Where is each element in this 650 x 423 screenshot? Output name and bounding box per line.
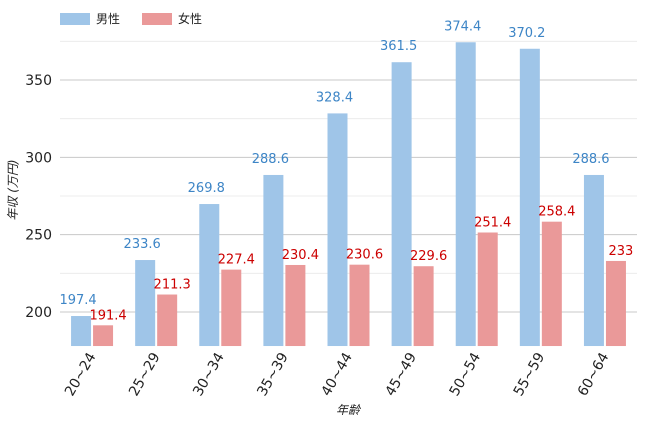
bar-female[interactable]	[285, 264, 306, 347]
bar-male[interactable]	[455, 42, 476, 347]
data-label-female: 229.6	[410, 249, 447, 264]
x-tick-label: 20~24	[62, 350, 100, 399]
data-label-male: 328.4	[316, 90, 353, 105]
bar-male[interactable]	[71, 316, 92, 347]
bar-marks	[71, 42, 626, 347]
bar-female[interactable]	[157, 294, 178, 347]
y-axis-title: 年収 (万円)	[6, 159, 20, 220]
bar-male[interactable]	[583, 174, 604, 347]
data-label-female: 227.4	[218, 253, 255, 268]
data-label-male: 288.6	[572, 152, 609, 167]
bar-female[interactable]	[413, 266, 434, 347]
data-label-female: 191.4	[89, 308, 126, 323]
data-label-female: 230.4	[282, 248, 319, 263]
data-label-female: 211.3	[154, 278, 191, 293]
bar-female[interactable]	[93, 325, 114, 347]
bar-male[interactable]	[199, 204, 220, 347]
x-tick-label: 40~44	[318, 350, 356, 399]
bar-male[interactable]	[135, 260, 156, 347]
x-tick-label: 45~49	[383, 350, 421, 399]
legend-swatch-female	[142, 12, 173, 25]
data-label-female: 230.6	[346, 248, 383, 263]
y-tick-label: 350	[25, 73, 52, 89]
x-axis-title: 年齢	[336, 403, 362, 417]
bar-male[interactable]	[519, 48, 540, 347]
y-tick-label: 200	[25, 305, 52, 321]
bar-female[interactable]	[221, 269, 242, 347]
bar-female[interactable]	[477, 232, 498, 347]
data-label-female: 233	[609, 244, 634, 259]
legend-item-female[interactable]: 女性	[142, 10, 202, 27]
data-label-male: 288.6	[252, 152, 289, 167]
x-tick-label: 50~54	[447, 350, 485, 399]
data-label-male: 374.4	[444, 19, 481, 34]
bar-male[interactable]	[327, 113, 348, 347]
x-tick-label: 35~39	[254, 350, 292, 399]
bar-female[interactable]	[605, 260, 626, 347]
legend-item-male[interactable]: 男性	[60, 10, 120, 27]
y-tick-label: 250	[25, 228, 52, 244]
grid-lines	[60, 40, 637, 313]
y-tick-label: 300	[25, 150, 52, 166]
legend-swatch-male	[60, 12, 90, 25]
x-axis-ticks: 20~24 25~29 30~34 35~39 40~44 45~49 50~54 55~59…	[62, 350, 612, 399]
data-label-male: 370.2	[508, 26, 545, 41]
data-label-male: 361.5	[380, 39, 417, 54]
x-tick-label: 60~64	[575, 350, 613, 399]
x-tick-label: 25~29	[126, 350, 164, 399]
bar-male[interactable]	[391, 62, 412, 347]
bar-female[interactable]	[541, 221, 562, 347]
x-tick-label: 55~59	[511, 350, 549, 399]
legend-label-female: 女性	[178, 12, 203, 26]
data-label-male: 269.8	[188, 181, 225, 196]
data-label-female: 251.4	[474, 216, 511, 231]
legend-label-male: 男性	[96, 12, 121, 26]
data-label-male: 197.4	[59, 293, 96, 308]
bar-male[interactable]	[263, 174, 284, 347]
legend: 男性 女性	[60, 10, 202, 27]
x-tick-label: 30~34	[190, 350, 228, 399]
y-axis-ticks: 200 250 300 350	[25, 73, 52, 321]
data-label-male: 233.6	[124, 237, 161, 252]
bar-female[interactable]	[349, 264, 370, 347]
data-label-female: 258.4	[538, 205, 575, 220]
